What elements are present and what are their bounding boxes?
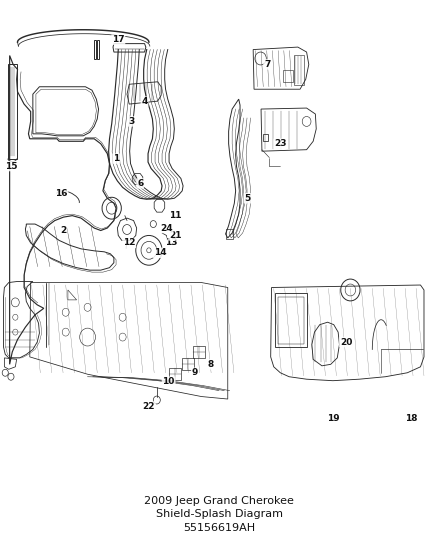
Text: 10: 10 xyxy=(162,377,175,386)
Text: 21: 21 xyxy=(169,231,181,240)
Text: 5: 5 xyxy=(244,194,251,203)
Text: 12: 12 xyxy=(123,238,135,247)
Circle shape xyxy=(147,248,151,253)
Bar xyxy=(226,229,233,239)
Text: 6: 6 xyxy=(137,179,143,188)
Text: 2: 2 xyxy=(60,226,67,235)
Text: 1: 1 xyxy=(113,154,119,163)
Text: 15: 15 xyxy=(5,161,17,171)
Text: 7: 7 xyxy=(264,60,270,69)
Text: 2009 Jeep Grand Cherokee
Shield-Splash Diagram
55156619AH: 2009 Jeep Grand Cherokee Shield-Splash D… xyxy=(144,496,294,532)
Text: 13: 13 xyxy=(165,238,177,247)
Text: 20: 20 xyxy=(340,337,352,346)
Text: 19: 19 xyxy=(327,414,339,423)
Text: 16: 16 xyxy=(55,189,67,198)
Text: 23: 23 xyxy=(274,139,286,148)
Text: 8: 8 xyxy=(207,360,213,369)
Text: 17: 17 xyxy=(112,35,124,44)
Text: 4: 4 xyxy=(141,97,148,106)
Text: 22: 22 xyxy=(143,402,155,411)
Text: 3: 3 xyxy=(128,117,134,126)
Text: 24: 24 xyxy=(160,223,173,232)
Text: 11: 11 xyxy=(169,211,181,220)
Text: 18: 18 xyxy=(406,414,418,423)
Text: 9: 9 xyxy=(192,368,198,377)
Text: 14: 14 xyxy=(154,248,166,257)
